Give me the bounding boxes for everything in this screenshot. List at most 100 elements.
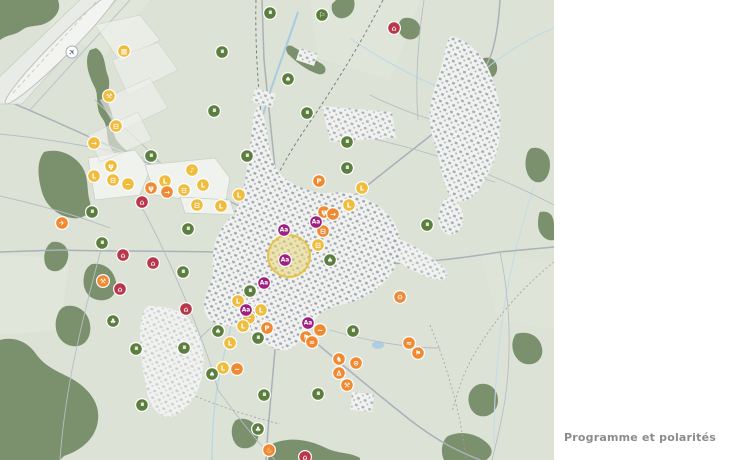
map-marker-agriculture[interactable]: III (346, 324, 361, 339)
service-icon: − (246, 314, 252, 322)
swim-icon: ≈ (406, 339, 412, 347)
map-marker-park[interactable]: ♣ (251, 422, 266, 437)
map-marker-nature[interactable]: ♠ (281, 71, 296, 86)
map-marker-parking[interactable]: P (312, 174, 327, 189)
map-marker-signage[interactable]: Aa (309, 215, 324, 230)
craft-icon: ⚒ (100, 277, 106, 285)
map-marker-agriculture[interactable]: III (129, 342, 144, 357)
map-marker-agri-machine[interactable]: ⚙ (393, 290, 408, 305)
map-marker-car[interactable]: ⊙ (349, 356, 364, 371)
map-marker-agriculture[interactable]: III (311, 387, 326, 402)
map-marker-agriculture[interactable]: III (215, 44, 230, 59)
map-marker-restaurant[interactable]: ψ (144, 181, 159, 196)
map-marker-agriculture[interactable]: III (251, 331, 266, 346)
map-marker-signage[interactable]: Aa (277, 223, 292, 238)
map-marker-agriculture[interactable]: III (176, 265, 191, 280)
map-marker-nature[interactable]: ♠ (211, 324, 226, 339)
map-marker-hotel[interactable]: L (86, 169, 101, 184)
shop-icon: ⊟ (315, 241, 321, 249)
map-marker-farm[interactable]: ⌂ (112, 282, 127, 297)
map-marker-shop[interactable]: ⊟ (190, 198, 205, 213)
map-marker-hotel[interactable]: L (355, 181, 370, 196)
map-marker-agriculture[interactable]: III (94, 236, 109, 251)
map-marker-hotel[interactable]: L (196, 178, 211, 193)
agriculture-icon: III (100, 240, 104, 246)
map-marker-craft[interactable]: ⚒ (101, 88, 116, 103)
map-marker-shop[interactable]: ⊟ (311, 238, 326, 253)
map-marker-farm[interactable]: ⌂ (146, 256, 161, 271)
map-marker-tent[interactable]: ∆ (332, 366, 347, 381)
map-marker-craft[interactable]: ⚒ (340, 378, 355, 393)
leisure-icon: ♨ (266, 446, 272, 454)
map-marker-agriculture[interactable]: III (420, 218, 435, 233)
map-marker-kayak[interactable]: ~ (230, 362, 245, 377)
map-marker-hotel[interactable]: L (216, 361, 231, 376)
map-marker-music[interactable]: ♪ (185, 163, 200, 178)
map-marker-sport[interactable]: ⚑ (411, 346, 426, 361)
agriculture-icon: III (345, 165, 349, 171)
kayak-icon: ~ (234, 365, 240, 373)
map-marker-agriculture[interactable]: III (340, 135, 355, 150)
map-marker-golf[interactable]: ⚐ (315, 8, 330, 23)
map-marker-agriculture[interactable]: III (240, 149, 255, 164)
map-marker-signage[interactable]: Aa (257, 276, 272, 291)
map-marker-agriculture[interactable]: III (263, 5, 278, 21)
horse-icon: ♞ (336, 355, 342, 363)
map-marker-airfield[interactable]: ✈ (54, 216, 69, 231)
map-marker-signage[interactable]: Aa (278, 253, 293, 268)
map-marker-hotel[interactable]: L (214, 199, 229, 214)
map-marker-farm[interactable]: ⌂ (298, 450, 312, 460)
map-marker-swim[interactable]: ≈ (402, 336, 417, 351)
restaurant-icon: ψ (108, 162, 114, 170)
map-marker-agriculture[interactable]: III (243, 284, 258, 299)
map-marker-signage[interactable]: Aa (301, 316, 316, 331)
map-marker-hotel[interactable]: L (342, 198, 357, 213)
map-marker-hotel[interactable]: L (231, 294, 246, 309)
map-marker-service[interactable]: − (120, 177, 135, 192)
agriculture-icon: III (345, 139, 349, 145)
map-marker-agriculture[interactable]: III (181, 222, 196, 237)
map-marker-nature[interactable]: ♠ (205, 367, 220, 382)
map-marker-agriculture[interactable]: III (144, 149, 159, 164)
map-marker-signage[interactable]: Aa (239, 303, 254, 318)
music-icon: ♪ (190, 166, 194, 174)
map-marker-agriculture[interactable]: III (340, 161, 355, 176)
map-marker-kayak[interactable]: ~ (313, 323, 328, 338)
map-marker-transit[interactable]: → (326, 207, 341, 222)
map-marker-restaurant[interactable]: ψ (103, 159, 118, 174)
map-marker-farm[interactable]: ⌂ (387, 21, 402, 36)
map-marker-farm[interactable]: ⌂ (115, 248, 130, 263)
map-marker-park[interactable]: ♣ (105, 314, 120, 329)
map-marker-hotel[interactable]: L (254, 303, 269, 318)
farm-icon: ⌂ (183, 305, 188, 313)
map-marker-parking[interactable]: P (260, 321, 275, 336)
map-marker-transit[interactable]: → (160, 185, 175, 200)
map-marker-leisure[interactable]: ♨ (262, 443, 277, 458)
hotel-icon: L (163, 177, 168, 185)
map-marker-craft[interactable]: ⚒ (95, 274, 110, 289)
map-marker-agriculture[interactable]: III (300, 105, 315, 120)
map-marker-agriculture[interactable]: III (207, 103, 222, 118)
map-marker-agriculture[interactable]: III (84, 205, 99, 220)
map-marker-farm[interactable]: ⌂ (135, 195, 150, 210)
map-marker-farm[interactable]: ⌂ (179, 302, 194, 317)
map-marker-factory[interactable]: ▦ (116, 43, 131, 58)
map-marker-agriculture[interactable]: III (257, 388, 272, 403)
map-marker-transit[interactable]: → (86, 136, 101, 151)
signage-icon: Aa (242, 307, 250, 313)
map-marker-nature[interactable]: ♠ (323, 253, 338, 268)
factory-icon: ▦ (121, 47, 128, 55)
map-marker-hotel[interactable]: L (223, 336, 238, 351)
map-marker-hotel[interactable]: L (236, 319, 251, 334)
map-marker-hotel[interactable]: L (232, 188, 247, 203)
map-marker-shop[interactable]: ⊟ (105, 173, 120, 188)
map-marker-agriculture[interactable]: III (135, 398, 150, 413)
map-marker-horse[interactable]: ♞ (332, 352, 347, 367)
map-marker-agriculture[interactable]: III (177, 341, 192, 356)
map-marker-shop[interactable]: ⊟ (108, 118, 123, 133)
map-marker-bike[interactable]: ∞ (305, 335, 320, 350)
agriculture-icon: III (316, 391, 320, 397)
map-marker-shop[interactable]: ⊟ (177, 183, 192, 198)
